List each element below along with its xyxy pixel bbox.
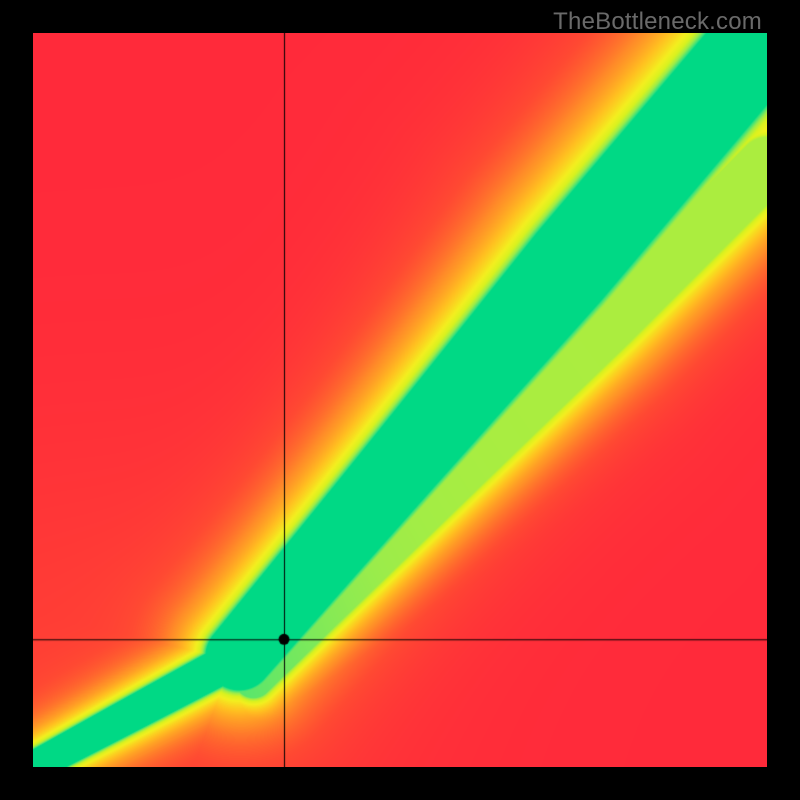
watermark-text: TheBottleneck.com — [553, 8, 762, 36]
plot-area — [33, 33, 767, 767]
heatmap-canvas — [33, 33, 767, 767]
